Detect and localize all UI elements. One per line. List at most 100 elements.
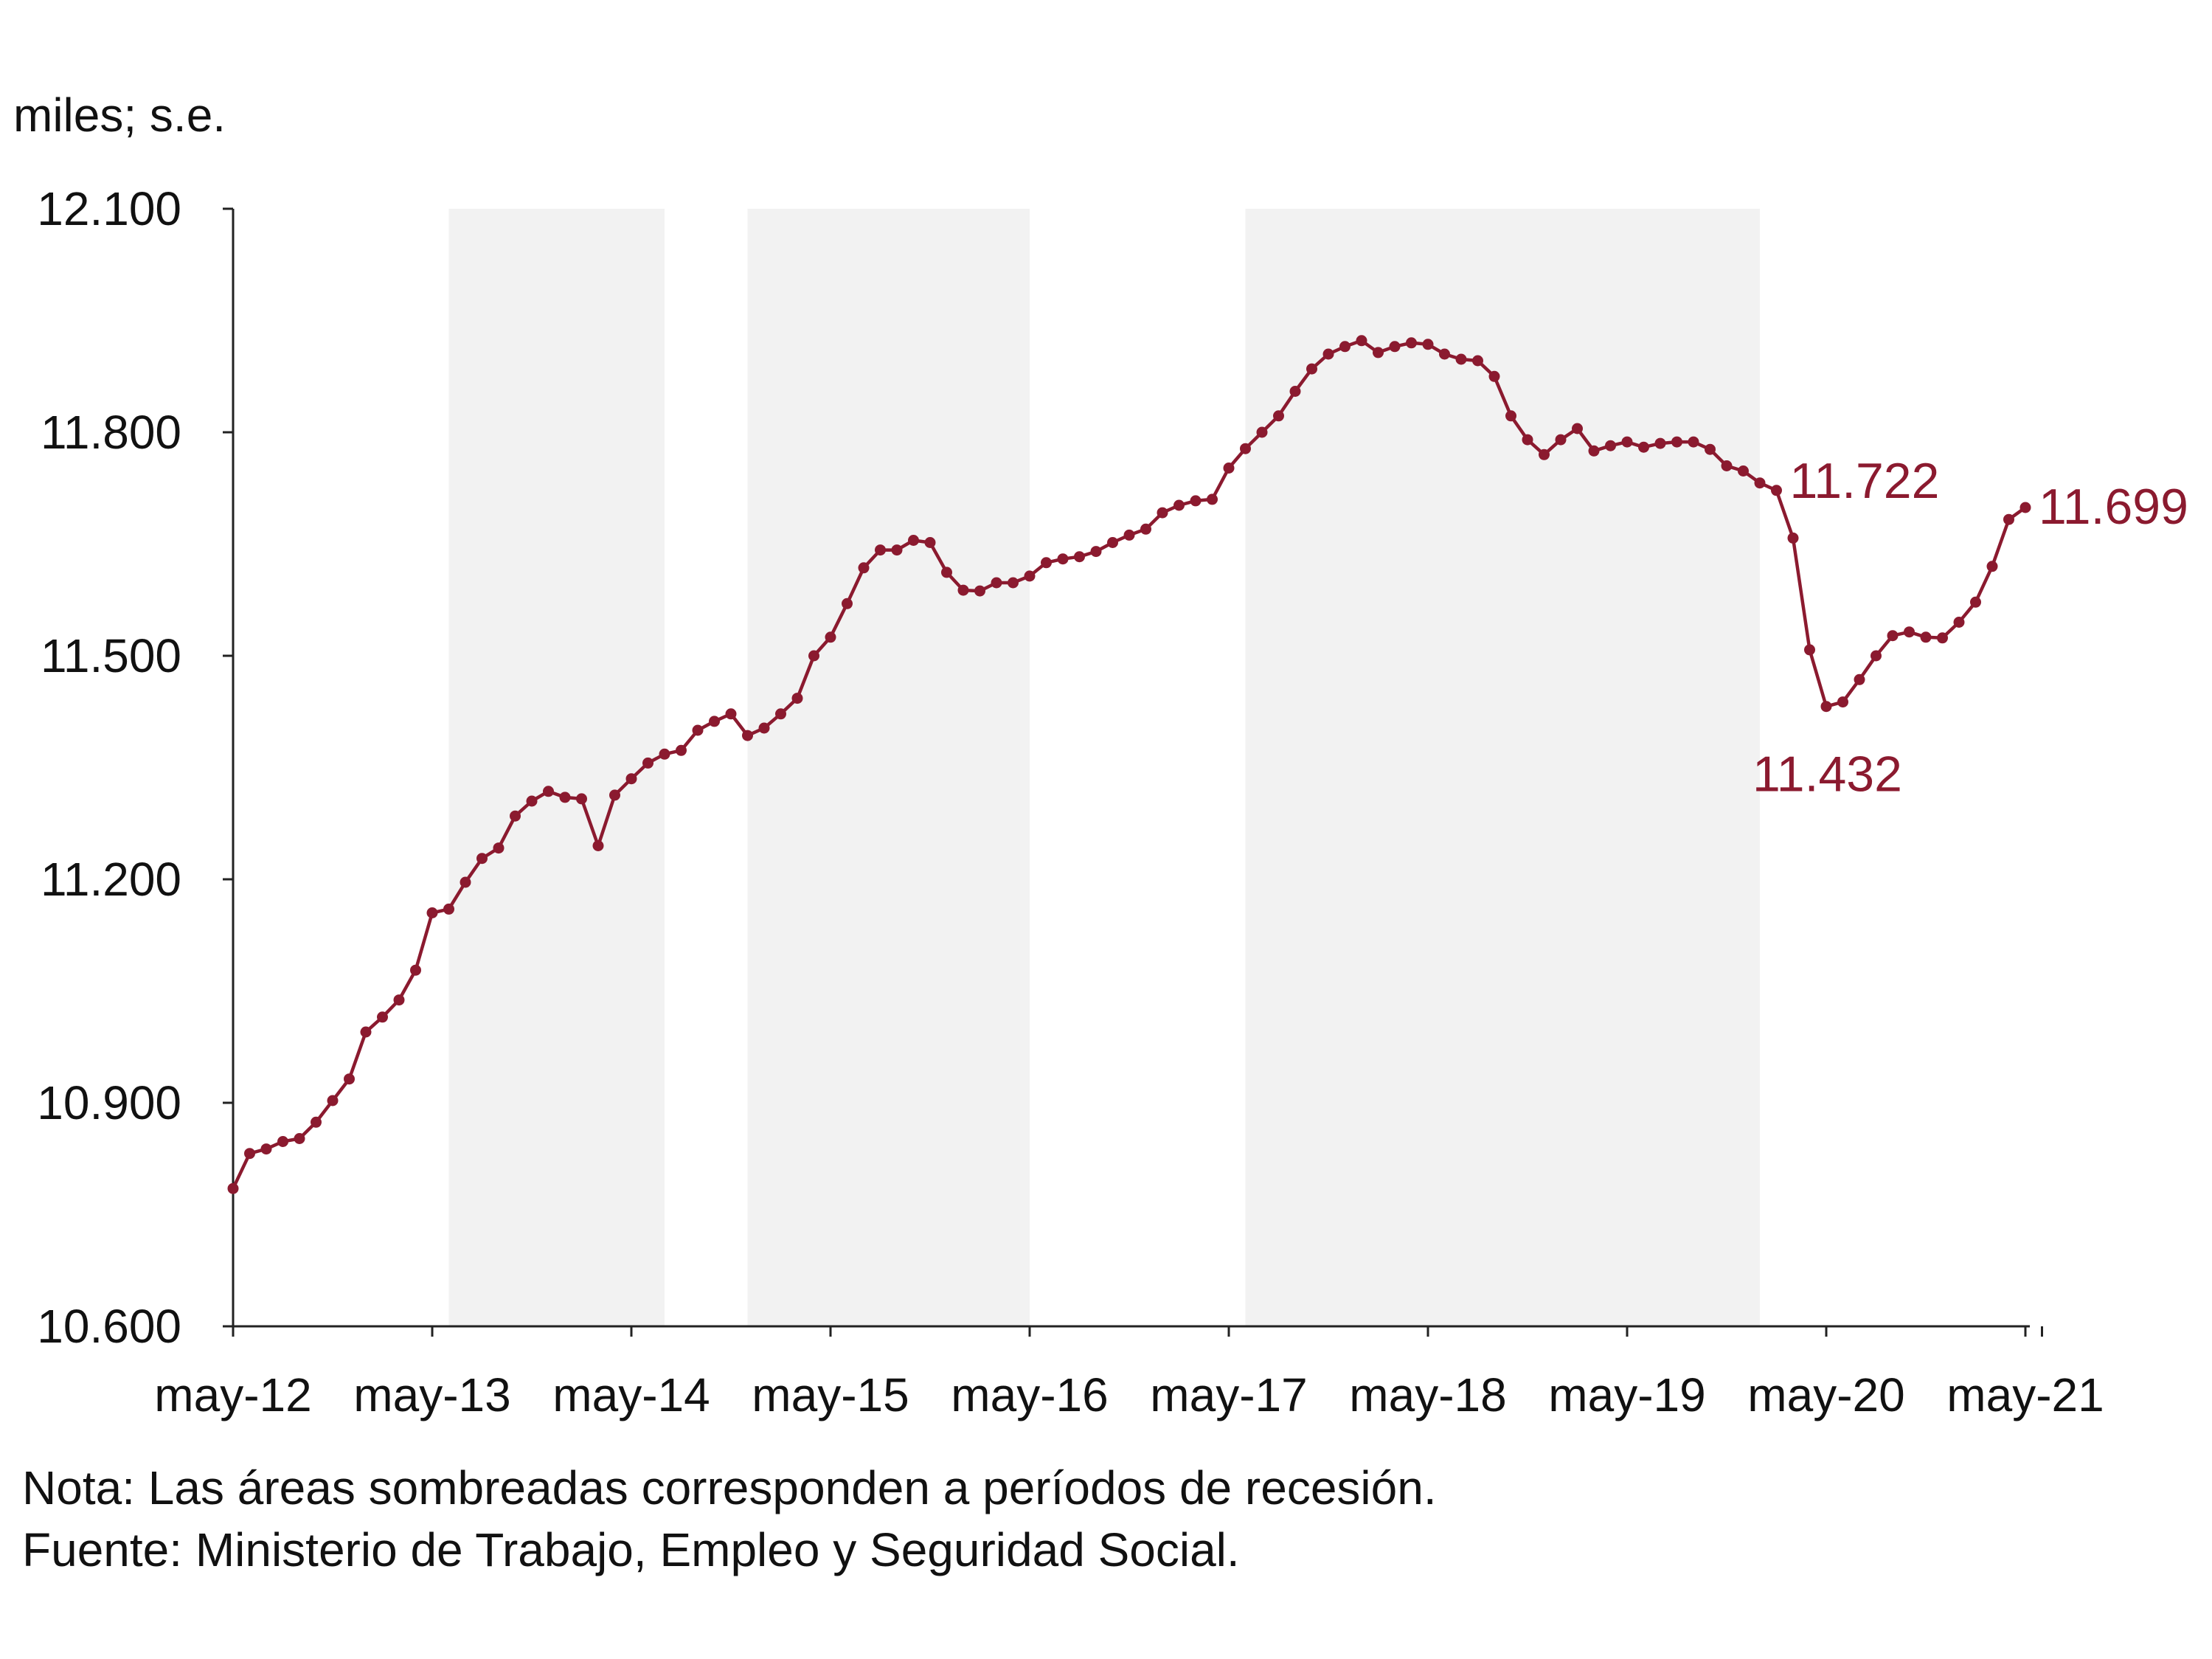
data-point: [1074, 551, 1085, 563]
unit-label: miles; s.e.: [13, 89, 226, 142]
data-point: [410, 964, 421, 976]
data-point: [974, 585, 985, 597]
axes: [232, 209, 2030, 1328]
data-point: [377, 1011, 388, 1023]
data-point: [460, 876, 471, 888]
data-point: [957, 584, 969, 596]
data-point: [1721, 460, 1733, 471]
data-point: [1024, 570, 1036, 582]
data-point: [775, 708, 786, 720]
data-point: [1671, 436, 1682, 448]
y-tick-label: 11.200: [41, 853, 181, 906]
data-point: [1837, 696, 1848, 708]
data-point: [360, 1026, 372, 1038]
data-point: [842, 598, 853, 609]
data-point: [1123, 529, 1135, 541]
data-point: [725, 708, 737, 720]
annotation-label: 11.722: [1790, 453, 1940, 509]
data-point: [941, 567, 952, 578]
data-point: [642, 757, 653, 769]
data-point: [1389, 341, 1401, 353]
data-point: [260, 1143, 272, 1155]
data-point: [692, 724, 704, 736]
data-point: [1854, 673, 1865, 685]
data-point: [1406, 337, 1417, 349]
data-point: [1057, 553, 1069, 565]
data-point: [1322, 348, 1334, 360]
data-point: [875, 544, 886, 556]
recession-band-2: [747, 209, 1030, 1326]
data-point: [1505, 410, 1516, 422]
data-point: [1738, 465, 1749, 477]
data-point: [1273, 410, 1284, 422]
x-tick-label: may-21: [1946, 1368, 2104, 1421]
recession-band-3: [1245, 209, 1760, 1326]
data-point: [1422, 339, 1434, 350]
data-point: [825, 631, 836, 643]
data-point: [1654, 437, 1666, 449]
data-point: [1190, 495, 1202, 507]
note-text: Nota: Las áreas sombreadas corresponden …: [22, 1461, 1437, 1514]
data-point: [244, 1148, 255, 1160]
x-tick-label: may-16: [951, 1368, 1108, 1421]
data-point: [908, 535, 919, 546]
data-point: [559, 792, 571, 803]
data-point: [1621, 436, 1633, 448]
data-point: [1041, 557, 1052, 569]
data-point: [1887, 630, 1899, 642]
data-point: [1555, 434, 1567, 446]
data-point: [1572, 423, 1583, 434]
chart-notes: Nota: Las áreas sombreadas corresponden …: [22, 1457, 1437, 1581]
data-point: [1256, 426, 1268, 438]
data-point: [1771, 485, 1782, 496]
y-tick-label: 12.100: [37, 182, 181, 235]
data-point: [576, 793, 587, 805]
x-tick-label: may-15: [752, 1368, 909, 1421]
annotation-label: 11.432: [1752, 747, 1902, 803]
data-point: [1986, 561, 1998, 572]
source-text: Fuente: Ministerio de Trabajo, Empleo y …: [22, 1523, 1240, 1576]
data-point: [758, 722, 770, 734]
data-point: [1107, 537, 1118, 548]
data-point: [609, 789, 620, 801]
data-point: [1373, 347, 1384, 359]
x-tick-label: may-12: [154, 1368, 311, 1421]
data-point: [2019, 502, 2031, 513]
data-annotations: 11.722 11.432 11.699: [1752, 453, 2188, 803]
data-point: [1289, 386, 1301, 397]
data-point: [493, 842, 505, 854]
data-point: [891, 544, 903, 556]
x-axis-ticks: may-12 may-13 may-14 may-15 may-16 may-17 may-…: [154, 1326, 2104, 1421]
data-point: [1970, 596, 1981, 608]
data-point: [1804, 644, 1815, 656]
x-tick-label: may-13: [353, 1368, 510, 1421]
x-tick-label: may-19: [1548, 1368, 1705, 1421]
data-point: [1207, 493, 1218, 505]
data-point: [858, 562, 870, 574]
data-point: [543, 786, 554, 797]
data-point: [1605, 440, 1616, 451]
data-point: [1223, 463, 1235, 474]
data-point: [1455, 353, 1467, 365]
data-point: [625, 773, 637, 785]
data-point: [1008, 577, 1019, 589]
data-point: [510, 810, 521, 822]
data-point: [1439, 348, 1450, 360]
data-point: [1356, 335, 1367, 347]
annotation-label: 11.699: [2039, 479, 2188, 535]
data-point: [227, 1182, 239, 1194]
y-axis-ticks: 10.600 10.900 11.200 11.500 11.800 12.100: [37, 182, 233, 1353]
x-tick-label: may-17: [1150, 1368, 1307, 1421]
data-point: [327, 1095, 339, 1106]
data-point: [426, 907, 438, 918]
data-point: [676, 744, 687, 756]
data-point: [1937, 632, 1948, 644]
y-tick-label: 10.900: [37, 1076, 181, 1129]
recession-band-1: [448, 209, 665, 1326]
data-point: [1871, 650, 1882, 662]
y-tick-label: 11.800: [41, 406, 181, 459]
recession-shading: [448, 209, 1760, 1326]
data-point: [1787, 532, 1799, 544]
data-point: [526, 795, 538, 807]
data-point: [1090, 546, 1102, 558]
